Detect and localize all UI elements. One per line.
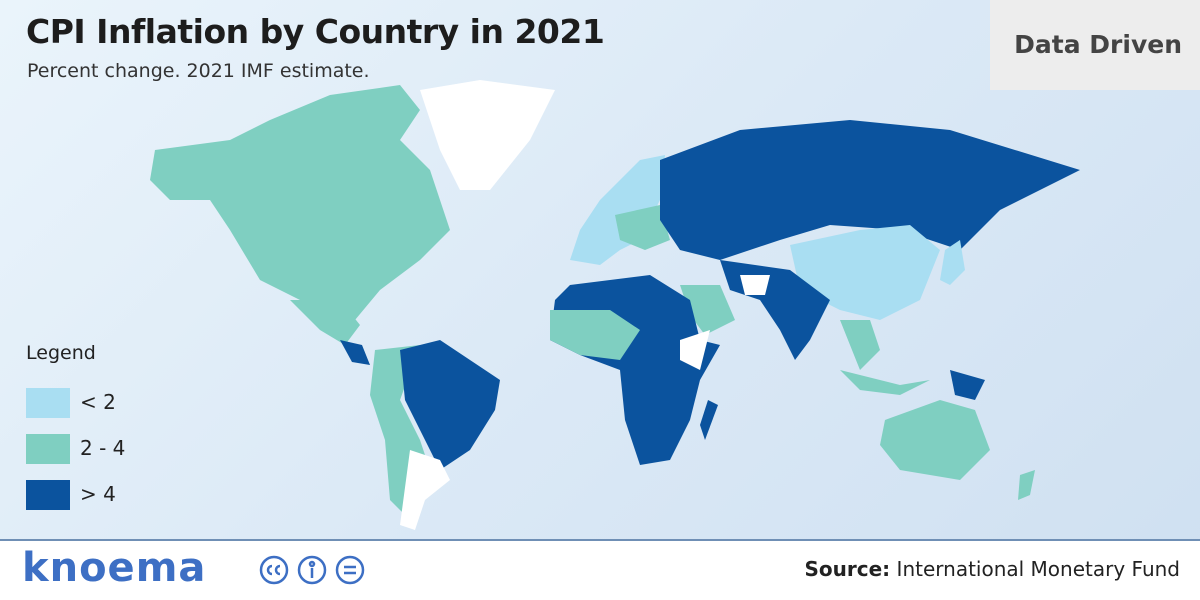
footer: knoema Source: International Monetary Fu… bbox=[0, 539, 1200, 600]
country bbox=[400, 450, 450, 530]
badge-text: Data Driven bbox=[1014, 30, 1182, 59]
legend-label: > 4 bbox=[80, 482, 116, 506]
country bbox=[150, 85, 450, 320]
country bbox=[420, 80, 555, 190]
country bbox=[1018, 470, 1035, 500]
country bbox=[660, 120, 1080, 260]
country bbox=[340, 340, 370, 365]
country bbox=[790, 225, 940, 320]
legend-swatch bbox=[26, 480, 70, 510]
country bbox=[950, 370, 985, 400]
legend-title: Legend bbox=[26, 342, 96, 364]
country bbox=[680, 285, 735, 335]
country bbox=[840, 370, 930, 395]
country bbox=[880, 400, 990, 480]
country bbox=[840, 320, 880, 370]
legend-swatch bbox=[26, 434, 70, 464]
legend-swatch bbox=[26, 388, 70, 418]
license-icons bbox=[259, 555, 365, 585]
country bbox=[680, 330, 710, 370]
country bbox=[290, 300, 360, 345]
world-map bbox=[150, 80, 1080, 530]
country bbox=[940, 240, 965, 285]
country bbox=[550, 310, 640, 360]
legend-label: 2 - 4 bbox=[80, 436, 126, 460]
legend-label: < 2 bbox=[80, 390, 116, 414]
source-text: International Monetary Fund bbox=[896, 557, 1180, 581]
subtitle: Percent change. 2021 IMF estimate. bbox=[27, 60, 370, 82]
country bbox=[700, 400, 718, 440]
country bbox=[740, 275, 770, 295]
country bbox=[615, 205, 670, 250]
logo: knoema bbox=[22, 545, 207, 591]
country bbox=[400, 340, 500, 470]
source-label: Source: bbox=[804, 557, 891, 581]
badge: Data Driven bbox=[990, 0, 1200, 90]
source: Source: International Monetary Fund bbox=[805, 557, 1180, 581]
title: CPI Inflation by Country in 2021 bbox=[26, 12, 605, 51]
